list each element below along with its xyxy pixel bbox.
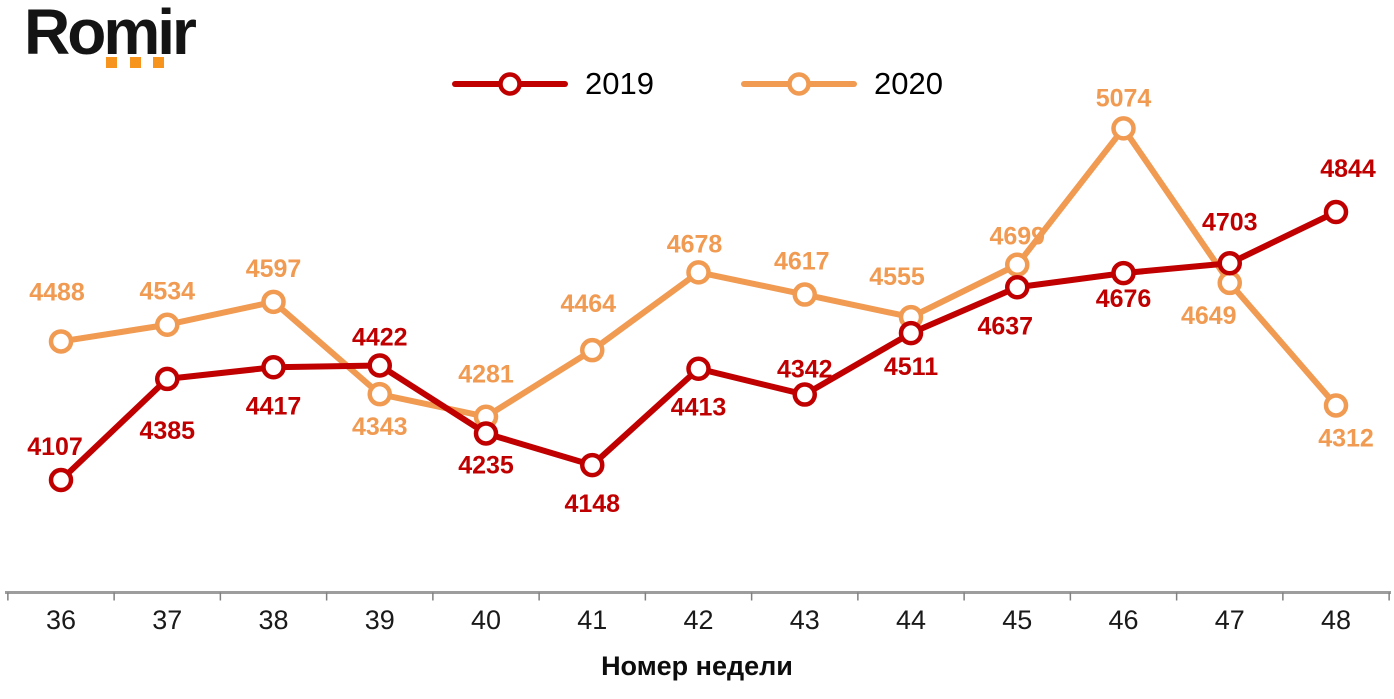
- data-point-label-2020: 5074: [1096, 84, 1152, 112]
- x-tick-label: 43: [790, 605, 820, 635]
- data-point-marker-2019: [1323, 199, 1349, 225]
- x-tick-label: 47: [1215, 605, 1245, 635]
- data-point-marker-2019: [898, 320, 924, 346]
- data-point-label-2020: 4597: [246, 255, 302, 283]
- data-point-label-2020: 4649: [1181, 302, 1237, 330]
- data-point-label-2020: 4281: [458, 361, 514, 389]
- data-point-marker-2020: [792, 282, 817, 307]
- data-point-label-2019: 4417: [246, 392, 302, 420]
- x-axis-title: Номер недели: [601, 651, 793, 681]
- x-tick-label: 41: [577, 605, 607, 635]
- data-point-marker-2020: [1217, 270, 1242, 296]
- x-tick-label: 37: [152, 605, 182, 635]
- data-point-label-2020: 4343: [352, 413, 408, 441]
- data-point-marker-2019: [1111, 260, 1136, 286]
- legend-label-2019: 2019: [585, 66, 654, 101]
- data-point-label-2019: 4342: [777, 356, 833, 384]
- x-tick-label: 42: [683, 605, 713, 635]
- data-point-marker-2020: [580, 337, 605, 363]
- logo-text: Romir: [24, 0, 197, 68]
- data-point-marker-2019: [473, 421, 499, 446]
- legend-label-2020: 2020: [874, 66, 943, 101]
- data-point-label-2019: 4637: [977, 312, 1033, 340]
- x-tick-label: 46: [1108, 605, 1138, 635]
- data-point-label-2019: 4413: [671, 394, 727, 422]
- data-point-label-2019: 4107: [27, 433, 83, 461]
- data-point-marker-2019: [1005, 275, 1030, 300]
- logo-square-icon: [153, 57, 164, 68]
- data-point-marker-2019: [48, 467, 74, 493]
- data-point-label-2019: 4676: [1096, 285, 1152, 313]
- data-point-label-2020: 4488: [29, 278, 85, 306]
- data-point-marker-2020: [1111, 116, 1136, 141]
- x-tick-label: 45: [1002, 605, 1032, 635]
- data-point-label-2020: 4617: [774, 248, 830, 276]
- logo-square-icon: [130, 57, 141, 68]
- legend-line-marker-icon: [741, 72, 857, 96]
- x-tick-label: 48: [1321, 605, 1351, 635]
- data-point-marker-2019: [367, 353, 392, 378]
- legend-line-marker-icon: [452, 72, 569, 96]
- data-point-label-2020: 4312: [1318, 424, 1374, 452]
- data-point-label-2019: 4235: [458, 451, 514, 479]
- x-tick-label: 40: [471, 605, 501, 635]
- data-point-label-2019: 4703: [1202, 208, 1258, 236]
- x-tick-label: 44: [896, 605, 926, 635]
- data-point-marker-2019: [155, 366, 180, 392]
- data-point-label-2020: 4699: [989, 223, 1045, 251]
- data-point-marker-2020: [1323, 393, 1349, 418]
- data-point-label-2019: 4844: [1320, 155, 1376, 183]
- legend-item-2019: 2019: [451, 66, 654, 102]
- legend-item-2020: 2020: [740, 66, 943, 102]
- romir-logo: Romir: [24, 0, 244, 80]
- data-point-marker-2019: [686, 356, 711, 381]
- data-point-marker-2020: [1005, 252, 1030, 277]
- data-point-marker-2019: [792, 382, 817, 407]
- data-point-label-2020: 4534: [139, 278, 195, 306]
- data-point-label-2020: 4678: [667, 230, 723, 258]
- data-point-label-2019: 4385: [139, 417, 195, 445]
- data-point-marker-2020: [686, 260, 711, 285]
- logo-square-icon: [106, 57, 117, 68]
- x-tick-label: 36: [46, 605, 76, 635]
- data-point-marker-2020: [48, 329, 74, 354]
- data-point-label-2019: 4422: [352, 323, 408, 351]
- x-tick-label: 38: [258, 605, 288, 635]
- data-point-marker-2019: [580, 452, 605, 478]
- data-point-marker-2020: [155, 312, 180, 337]
- data-point-label-2020: 4464: [560, 290, 616, 318]
- data-point-marker-2020: [367, 381, 392, 407]
- x-tick-label: 39: [365, 605, 395, 635]
- legend: 2019 2020: [0, 62, 1394, 106]
- data-point-label-2019: 4148: [564, 490, 620, 518]
- data-point-label-2020: 4555: [869, 263, 925, 291]
- data-point-marker-2019: [261, 355, 286, 380]
- data-point-marker-2020: [261, 289, 286, 315]
- data-point-marker-2019: [1217, 251, 1242, 276]
- data-point-label-2019: 4511: [884, 353, 938, 381]
